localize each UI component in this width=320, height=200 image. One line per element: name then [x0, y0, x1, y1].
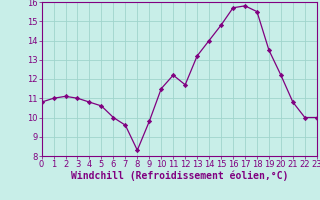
- X-axis label: Windchill (Refroidissement éolien,°C): Windchill (Refroidissement éolien,°C): [70, 171, 288, 181]
